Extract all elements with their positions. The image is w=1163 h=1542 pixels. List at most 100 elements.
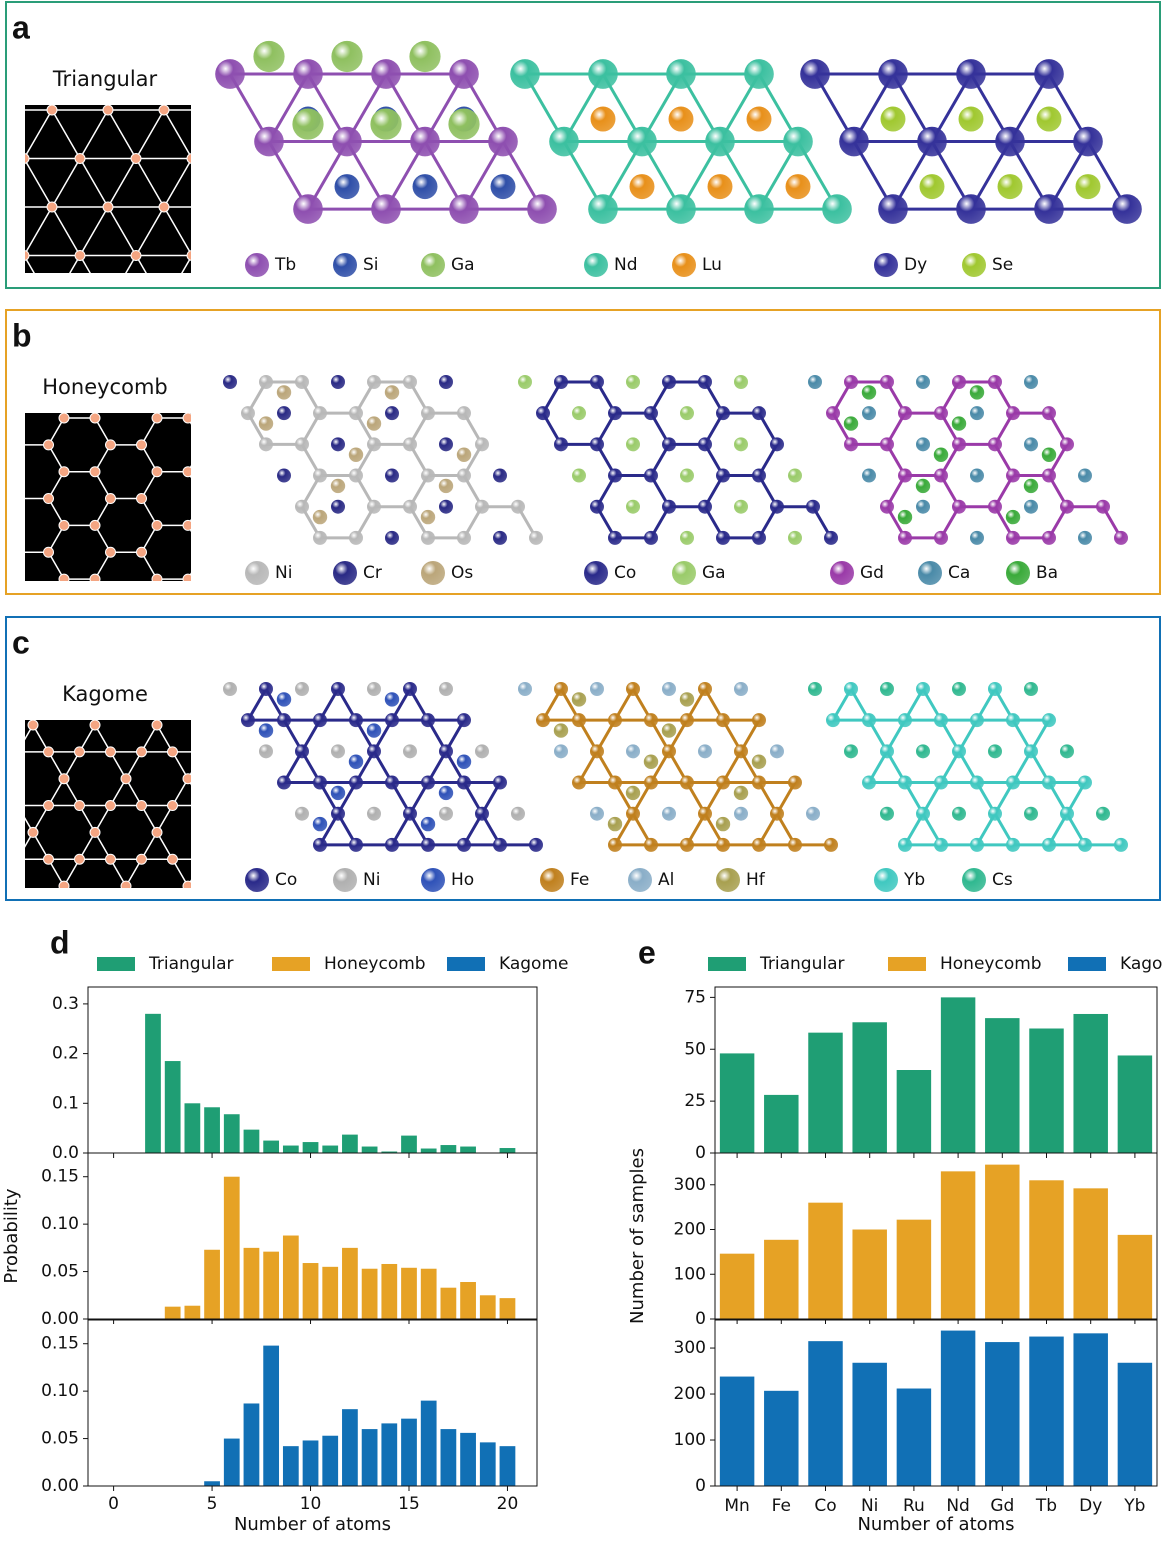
- thumb-atom: [120, 880, 132, 888]
- panel-label: c: [12, 624, 30, 660]
- legend-atom: [962, 868, 986, 892]
- thumb-bond: [556, 255, 584, 303]
- atom: [919, 174, 945, 200]
- atom: [1024, 744, 1038, 759]
- atom: [878, 59, 908, 89]
- atom: [367, 499, 381, 514]
- atom: [334, 174, 360, 200]
- atom: [844, 744, 858, 759]
- thumb-atom: [523, 153, 533, 163]
- atom: [572, 775, 586, 790]
- thumb-atom: [276, 520, 286, 530]
- thumb-bond: [472, 352, 500, 400]
- thumb-bond: [297, 859, 313, 886]
- atom: [385, 775, 399, 790]
- atom: [956, 59, 986, 89]
- thumb-bond: [266, 832, 282, 859]
- structure: [518, 682, 838, 852]
- x-tick-label: Fe: [772, 1496, 791, 1516]
- atom: [917, 126, 947, 157]
- thumb-bond: [2, 418, 18, 445]
- x-tick-label: Co: [814, 1496, 836, 1516]
- thumb-atom: [323, 747, 333, 757]
- thumb-atom: [495, 396, 505, 406]
- thumb-bond: [2, 552, 18, 579]
- thumb-atom: [136, 853, 147, 865]
- legend-label: Honeycomb: [940, 954, 1042, 974]
- atom: [1060, 437, 1074, 452]
- atom: [457, 406, 471, 421]
- atom: [880, 682, 894, 696]
- atom: [475, 499, 489, 514]
- atom: [916, 375, 930, 389]
- atom: [952, 806, 966, 821]
- thumb-bond: [192, 255, 220, 303]
- thumb-atom: [58, 413, 70, 424]
- thumb-atom: [199, 601, 209, 611]
- legend-swatch: [708, 957, 746, 971]
- atom: [898, 406, 912, 421]
- thumb-atom: [416, 908, 426, 918]
- atom: [259, 682, 273, 696]
- atom: [536, 713, 550, 728]
- atom: [1024, 806, 1038, 821]
- bar: [940, 1330, 976, 1486]
- bar: [1029, 1336, 1064, 1486]
- y-tick-label: 75: [684, 987, 706, 1007]
- thumb-bond: [69, 255, 81, 273]
- atom: [862, 406, 876, 421]
- atom: [970, 406, 984, 421]
- legend-label: Co: [275, 870, 297, 890]
- atom: [824, 837, 838, 852]
- thumb-bond: [62, 578, 65, 581]
- y-tick-label: 0.05: [41, 1429, 79, 1449]
- y-tick-label: 25: [684, 1091, 706, 1111]
- thumb-bond: [204, 806, 220, 833]
- atom: [529, 530, 543, 545]
- bar: [808, 1032, 843, 1153]
- thumb-atom: [75, 347, 85, 357]
- thumb-atom: [105, 800, 116, 812]
- atom: [880, 806, 894, 821]
- bar: [852, 1229, 887, 1319]
- panel-label: e: [638, 934, 656, 970]
- thumb-bond: [416, 352, 444, 400]
- atom: [367, 806, 381, 821]
- bar: [852, 1022, 887, 1153]
- atom: [844, 375, 858, 389]
- thumb-bond: [0, 255, 24, 303]
- atom: [493, 775, 507, 790]
- thumb-atom: [74, 152, 86, 164]
- atom: [223, 375, 237, 389]
- legend-swatch: [447, 957, 485, 971]
- thumb-atom: [385, 601, 395, 611]
- thumb-atom: [137, 601, 147, 611]
- y-axis-label: Probability: [1, 1188, 22, 1283]
- bar: [342, 1247, 358, 1319]
- legend-label: Honeycomb: [324, 954, 426, 974]
- atom: [970, 468, 984, 483]
- atom: [880, 744, 894, 759]
- thumb-atom: [182, 413, 191, 424]
- atom: [643, 754, 659, 769]
- thumb-atom: [747, 347, 757, 357]
- atom: [456, 754, 472, 769]
- atom: [1024, 682, 1038, 696]
- x-tick-label: 10: [300, 1494, 322, 1514]
- thumb-bond: [235, 606, 251, 633]
- atom: [951, 416, 967, 431]
- thumb-atom: [105, 493, 116, 505]
- thumb-bond: [192, 207, 220, 255]
- atom: [349, 468, 363, 483]
- thumb-atom: [137, 908, 147, 918]
- thumb-atom: [44, 601, 54, 611]
- thumb-atom: [551, 299, 561, 309]
- x-tick-label: Mn: [724, 1496, 749, 1516]
- thumb-atom: [431, 628, 441, 638]
- legend-atom: [716, 868, 740, 892]
- atom: [371, 194, 401, 224]
- thumb-bond: [0, 401, 24, 449]
- atom: [293, 194, 323, 224]
- thumb-bond: [235, 472, 251, 499]
- y-tick-label: 0: [695, 1476, 706, 1496]
